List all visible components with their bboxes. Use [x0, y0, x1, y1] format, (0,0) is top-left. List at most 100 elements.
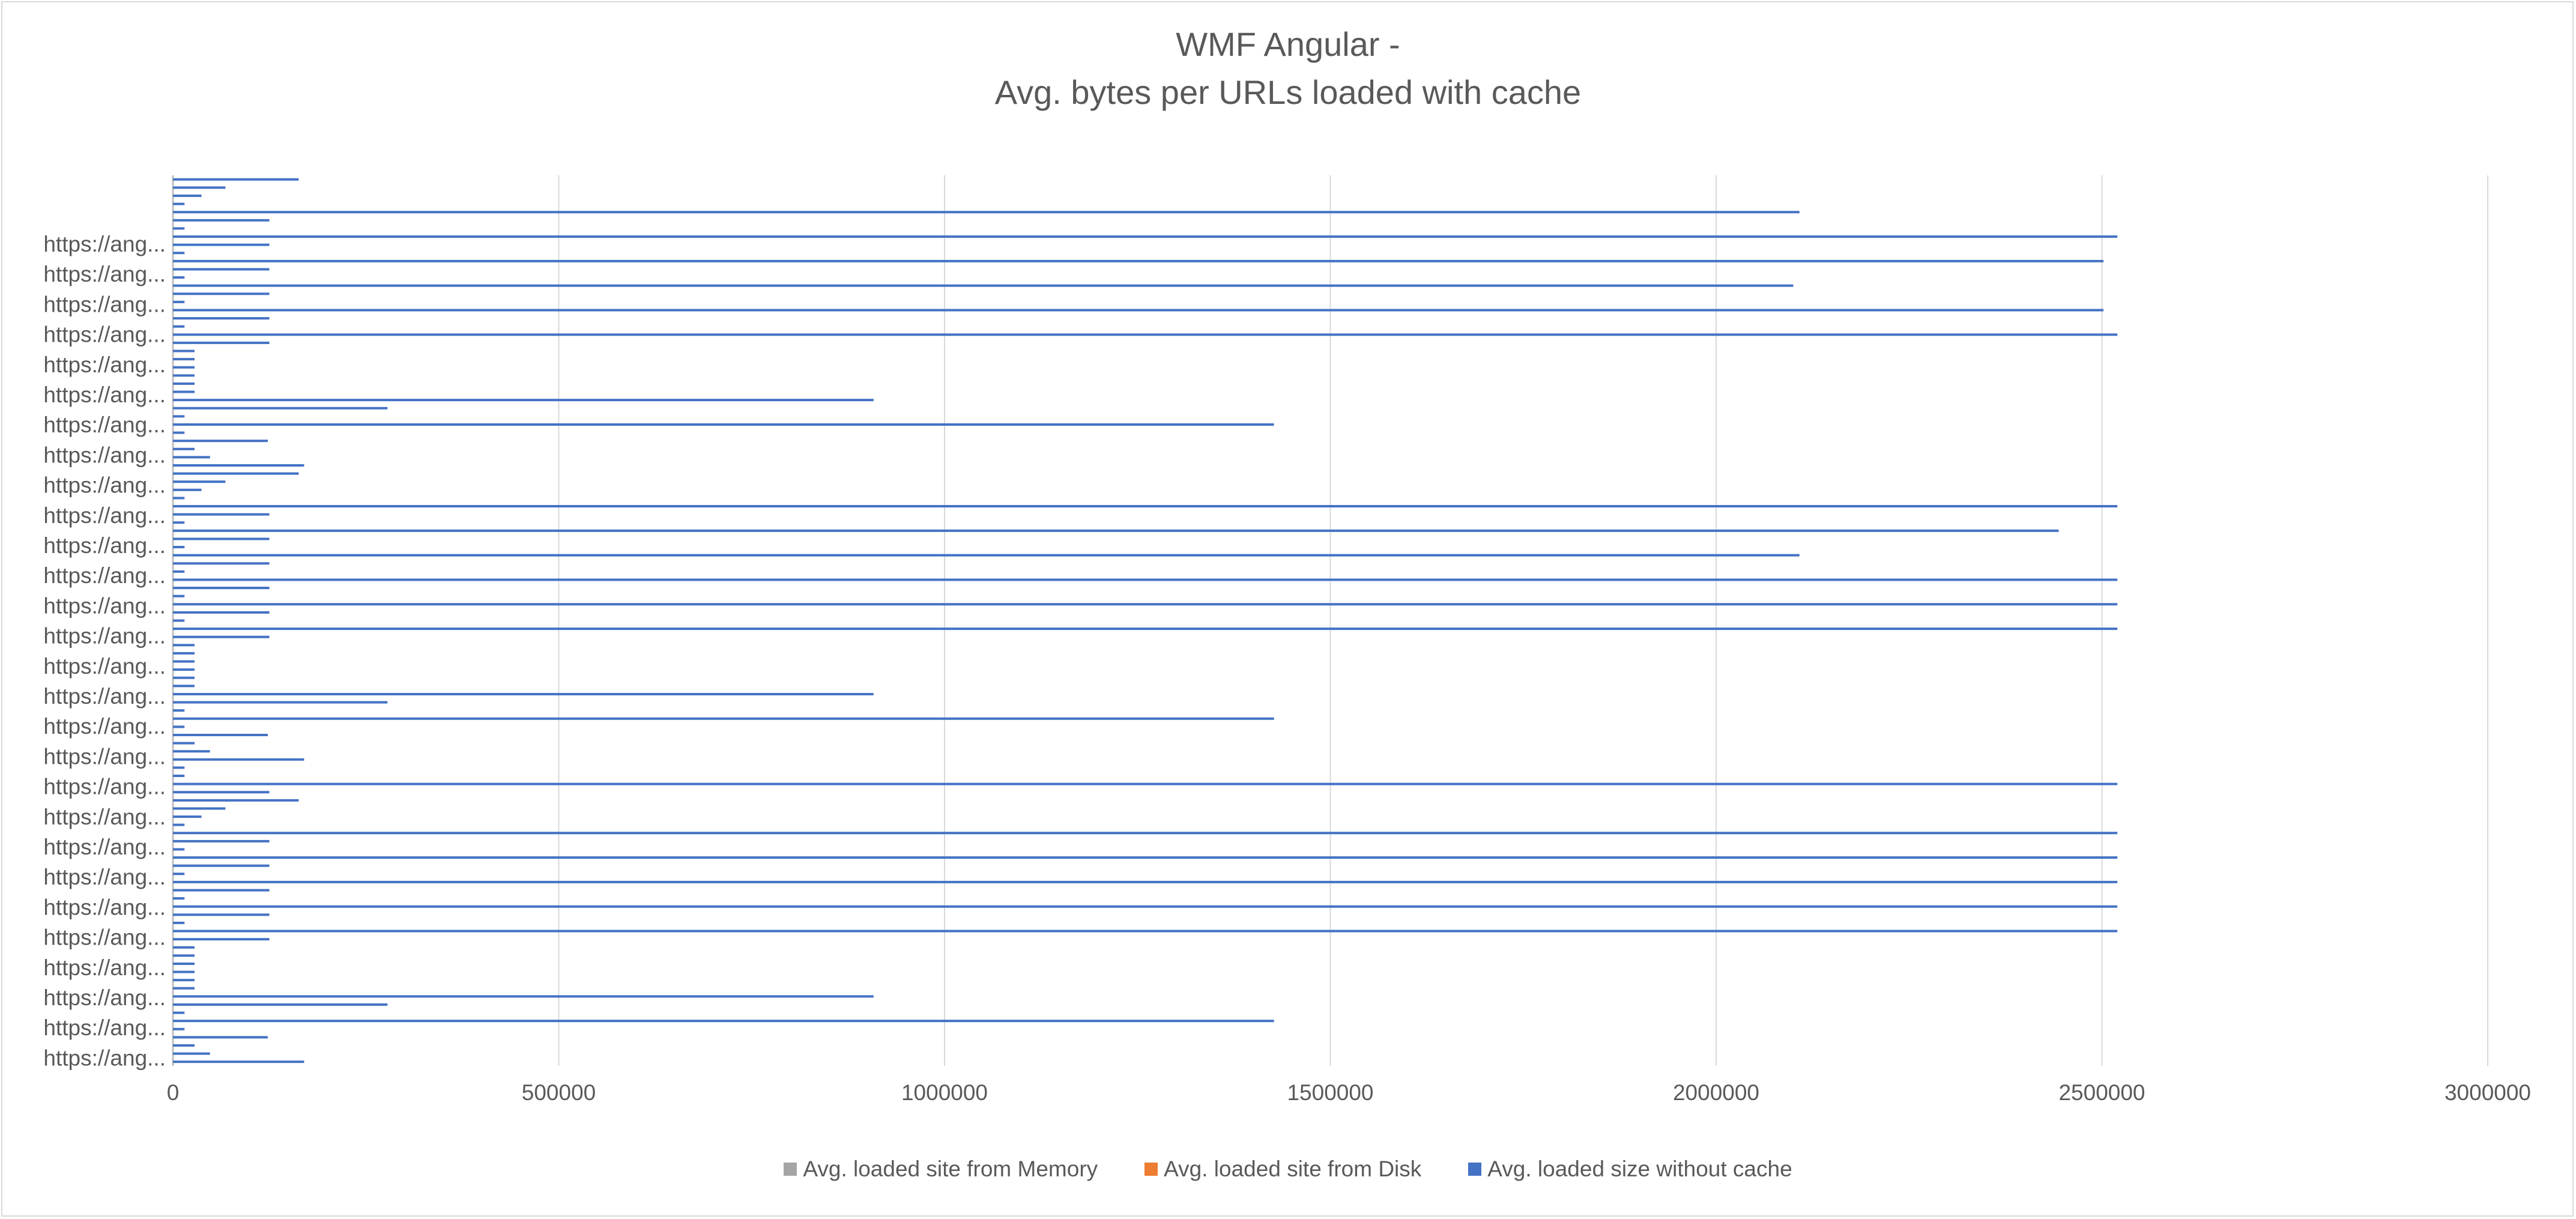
- x-tick-label: 2500000: [2058, 1080, 2145, 1105]
- bar: [173, 243, 270, 246]
- bar: [173, 407, 388, 410]
- bar: [173, 775, 185, 778]
- bar: [173, 823, 185, 826]
- bar: [173, 587, 270, 590]
- bar: [173, 897, 185, 900]
- bar: [173, 750, 210, 753]
- category-label: https://ang...: [43, 955, 166, 980]
- bar: [173, 807, 226, 810]
- x-tick-label: 500000: [522, 1080, 596, 1105]
- category-label: https://ang...: [43, 503, 166, 528]
- legend-swatch: [784, 1163, 797, 1176]
- category-label: https://ang...: [43, 624, 166, 649]
- bar: [173, 399, 874, 402]
- category-label: https://ang...: [43, 775, 166, 799]
- bar: [173, 415, 185, 418]
- bar: [173, 431, 185, 434]
- bar: [173, 880, 2118, 883]
- x-tick-label: 3000000: [2444, 1080, 2531, 1105]
- bar: [173, 594, 185, 597]
- bar: [173, 742, 195, 745]
- bar: [173, 873, 185, 876]
- bar: [173, 521, 185, 524]
- bar: [173, 864, 270, 867]
- bar: [173, 341, 270, 344]
- bar: [173, 374, 195, 377]
- category-labels: https://ang... https://ang... https://ang.…: [43, 232, 166, 1070]
- category-label: https://ang...: [43, 684, 166, 709]
- bar: [173, 644, 195, 647]
- bar: [173, 954, 195, 957]
- legend-label: Avg. loaded size without cache: [1487, 1157, 1792, 1181]
- category-label: https://ang...: [43, 232, 166, 256]
- bar: [173, 791, 270, 794]
- legend-item: Avg. loaded site from Memory: [784, 1157, 1098, 1182]
- legend-label: Avg. loaded site from Disk: [1164, 1157, 1422, 1181]
- bar: [173, 529, 2059, 532]
- bar: [173, 1052, 210, 1055]
- category-label: https://ang...: [43, 413, 166, 437]
- legend-item: Avg. loaded site from Disk: [1144, 1157, 1421, 1182]
- bar: [173, 725, 185, 728]
- category-label: https://ang...: [43, 714, 166, 739]
- category-label: https://ang...: [43, 533, 166, 558]
- bar: [173, 839, 270, 842]
- gridlines: [172, 175, 2488, 1066]
- bar: [173, 970, 195, 973]
- bar: [173, 546, 185, 549]
- bar: [173, 832, 2118, 835]
- bars: [173, 178, 2118, 1063]
- bar: [173, 456, 210, 459]
- bar: [173, 701, 388, 704]
- bar: [173, 447, 195, 450]
- bar: [173, 995, 874, 998]
- bar: [173, 848, 185, 851]
- bar: [173, 219, 270, 222]
- bar: [173, 276, 185, 279]
- bar: [173, 358, 195, 361]
- bar: [173, 733, 268, 736]
- bar: [173, 635, 270, 638]
- bar: [173, 497, 185, 500]
- bar: [173, 292, 270, 295]
- bar: [173, 195, 202, 198]
- bar: [173, 390, 195, 393]
- bar: [173, 921, 185, 924]
- legend-swatch: [1468, 1163, 1482, 1176]
- category-label: https://ang...: [43, 835, 166, 859]
- bar: [173, 1044, 195, 1047]
- bar: [173, 692, 874, 695]
- bar: [173, 488, 202, 491]
- chart-title-line-1: WMF Angular -: [1176, 25, 1400, 63]
- bar: [173, 799, 299, 802]
- bar: [173, 570, 185, 573]
- bar: [173, 1060, 304, 1063]
- bar: [173, 758, 304, 761]
- bar: [173, 1020, 1274, 1023]
- bar: [173, 480, 226, 483]
- bar: [173, 619, 185, 622]
- bar: [173, 930, 2118, 933]
- category-label: https://ang...: [43, 805, 166, 829]
- category-label: https://ang...: [43, 593, 166, 618]
- bar: [173, 660, 195, 663]
- bar: [173, 913, 270, 916]
- category-label: https://ang...: [43, 383, 166, 407]
- bar: [173, 537, 270, 540]
- category-label: https://ang...: [43, 292, 166, 316]
- legend-label: Avg. loaded site from Memory: [803, 1157, 1098, 1181]
- chart-title: WMF Angular - Avg. bytes per URLs loaded…: [0, 20, 2576, 116]
- category-label: https://ang...: [43, 744, 166, 769]
- bar: [173, 946, 195, 949]
- bar: [173, 628, 2118, 631]
- bar: [173, 668, 195, 671]
- bar: [173, 1027, 185, 1030]
- category-label: https://ang...: [43, 985, 166, 1010]
- bar: [173, 252, 185, 255]
- category-label: https://ang...: [43, 352, 166, 377]
- bar: [173, 284, 1794, 287]
- bar: [173, 300, 185, 303]
- bar: [173, 186, 226, 189]
